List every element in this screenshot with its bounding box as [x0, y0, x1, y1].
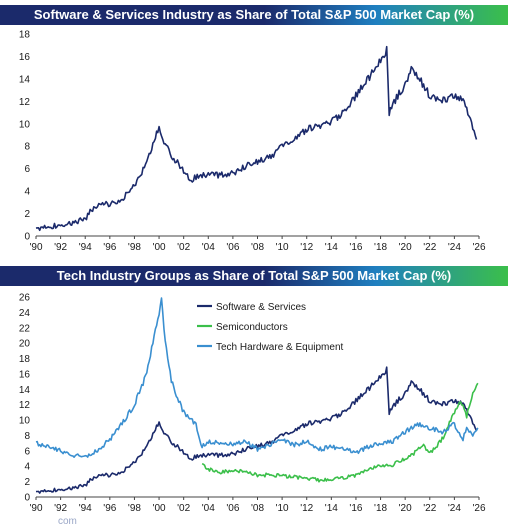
series-line-semiconductors	[201, 382, 479, 483]
x-tick-label: '22	[423, 242, 436, 253]
y-tick-label: 4	[24, 462, 30, 473]
y-tick-label: 10	[19, 119, 31, 130]
y-tick-label: 6	[24, 164, 30, 175]
x-tick-label: '12	[300, 242, 313, 253]
series-line-main	[35, 45, 478, 232]
x-tick-label: '00	[153, 242, 166, 253]
x-tick-label: '08	[251, 242, 264, 253]
chart-software-services-share: '90 '92 '94 '96 '98 '00 '02 '04 '06 '08 '10 '12 '14 '…	[19, 30, 486, 254]
x-tick-label: '06	[226, 242, 239, 253]
y-tick-label: 22	[19, 323, 31, 334]
chart-title-software-services: Software & Services Industry as Share of…	[0, 5, 508, 25]
y-tick-label: 14	[19, 74, 31, 85]
y-tick-label: 16	[19, 369, 31, 380]
x-tick-label: '12	[300, 503, 313, 514]
y-tick-label: 2	[24, 477, 30, 488]
chart-title-tech-industry-groups: Tech Industry Groups as Share of Total S…	[0, 266, 508, 286]
x-tick-label: '92	[54, 503, 67, 514]
x-tick-label: '08	[251, 503, 264, 514]
x-tick-label: '16	[349, 503, 362, 514]
x-tick-label: '94	[79, 242, 92, 253]
x-tick-label: '96	[103, 503, 116, 514]
x-tick-label: '26	[472, 242, 485, 253]
x-tick-label: '14	[325, 242, 338, 253]
y-tick-label: 24	[19, 308, 31, 319]
y-tick-label: 18	[19, 354, 31, 365]
y-tick-label: 12	[19, 97, 31, 108]
x-tick-label: '10	[276, 503, 289, 514]
y-tick-label: 2	[24, 209, 30, 220]
y-tick-label: 14	[19, 385, 31, 396]
x-tick-label: '98	[128, 503, 141, 514]
x-tick-label: '22	[423, 503, 436, 514]
y-tick-label: 10	[19, 416, 31, 427]
y-tick-label: 0	[24, 232, 30, 243]
legend-label: Software & Services	[216, 302, 306, 313]
footer-source-text: com	[58, 516, 77, 527]
x-tick-label: '90	[29, 242, 42, 253]
x-tick-label: '10	[276, 242, 289, 253]
series-line-tech-hardware-equipment	[35, 297, 479, 458]
x-tick-label: '06	[226, 503, 239, 514]
y-tick-label: 12	[19, 400, 31, 411]
x-tick-label: '94	[79, 503, 92, 514]
y-tick-label: 18	[19, 30, 31, 41]
y-tick-label: 16	[19, 52, 31, 63]
y-tick-label: 20	[19, 339, 31, 350]
x-tick-label: '92	[54, 242, 67, 253]
y-tick-label: 0	[24, 493, 30, 504]
legend-label: Semiconductors	[216, 322, 288, 333]
x-tick-label: '02	[177, 242, 190, 253]
series-line-software-services	[35, 366, 478, 494]
x-tick-label: '00	[153, 503, 166, 514]
x-tick-label: '24	[448, 242, 461, 253]
x-tick-label: '04	[202, 503, 215, 514]
x-tick-label: '20	[399, 503, 412, 514]
x-tick-label: '04	[202, 242, 215, 253]
x-tick-label: '26	[472, 503, 485, 514]
x-tick-label: '96	[103, 242, 116, 253]
y-tick-label: 6	[24, 446, 30, 457]
x-tick-label: '24	[448, 503, 461, 514]
y-tick-label: 8	[24, 142, 30, 153]
x-tick-label: '14	[325, 503, 338, 514]
x-tick-label: '02	[177, 503, 190, 514]
x-tick-label: '16	[349, 242, 362, 253]
legend-label: Tech Hardware & Equipment	[216, 342, 344, 353]
y-tick-label: 8	[24, 431, 30, 442]
x-tick-label: '98	[128, 242, 141, 253]
x-tick-label: '18	[374, 242, 387, 253]
chart-tech-industry-groups-share: '90 '92 '94 '96 '98 '00 '02 '04 '06 '08 '10 '12 '14 '…	[19, 293, 486, 515]
x-tick-label: '20	[399, 242, 412, 253]
x-tick-label: '90	[29, 503, 42, 514]
y-tick-label: 26	[19, 293, 31, 304]
x-tick-label: '18	[374, 503, 387, 514]
y-tick-label: 4	[24, 187, 30, 198]
